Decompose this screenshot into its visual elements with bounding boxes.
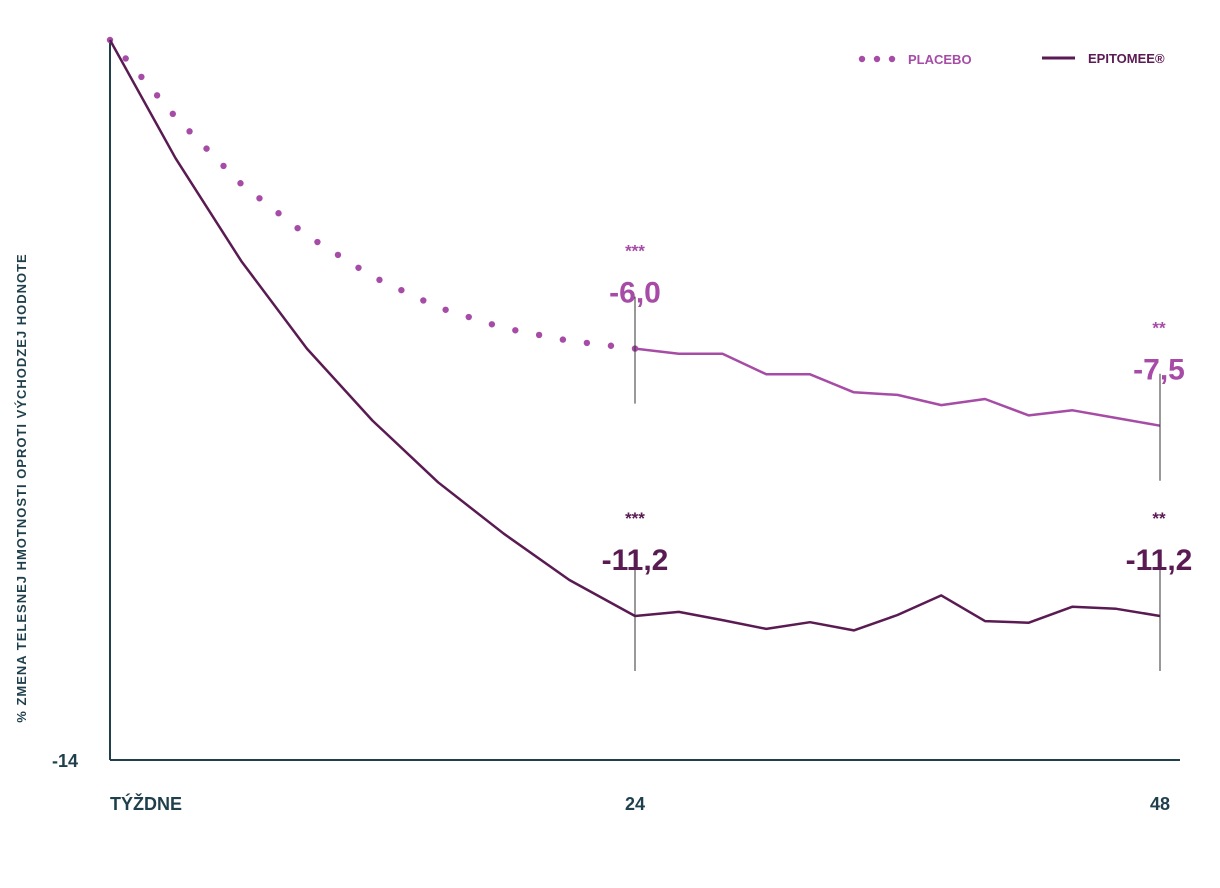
x-axis-title: TÝŽDNE — [110, 793, 182, 814]
significance-label-placebo-48: ** — [1152, 319, 1166, 338]
placebo-dot — [203, 145, 210, 152]
placebo-dot — [420, 297, 427, 304]
significance-label-epitomee-48: ** — [1152, 509, 1166, 528]
placebo-dot — [186, 128, 193, 135]
placebo-series-line — [634, 347, 1161, 427]
plot-area: -6,0 *** -7,5 ** -11,2 *** -11,2 ** — [106, 36, 1193, 671]
placebo-dot — [334, 251, 342, 259]
legend-placebo-dot-3 — [888, 55, 896, 63]
placebo-dot — [138, 73, 145, 81]
x-tick-label-24: 24 — [625, 794, 645, 814]
legend: PLACEBO EPITOMEE® — [858, 51, 1165, 67]
legend-epitomee-label: EPITOMEE® — [1088, 51, 1165, 66]
placebo-dot — [275, 210, 282, 217]
placebo-dot — [122, 55, 129, 62]
placebo-dot — [256, 195, 263, 202]
legend-placebo-dot-1 — [858, 55, 866, 63]
placebo-dot — [376, 276, 383, 284]
placebo-dot — [583, 339, 591, 347]
placebo-dot — [294, 224, 301, 232]
placebo-dot — [535, 331, 543, 339]
value-label-placebo-24: -6,0 — [609, 277, 661, 310]
placebo-dot — [398, 286, 405, 294]
placebo-dot — [512, 327, 519, 334]
placebo-dot — [220, 162, 227, 170]
y-axis-title: % ZMENA TELESNEJ HMOTNOSTI OPROTI VÝCHOD… — [14, 253, 29, 722]
placebo-dot — [465, 313, 472, 321]
placebo-dot — [488, 321, 496, 328]
placebo-dot — [153, 92, 161, 99]
legend-placebo-dot-2 — [873, 55, 881, 63]
legend-placebo-label: PLACEBO — [908, 52, 972, 67]
placebo-dot — [442, 306, 449, 313]
value-label-epitomee-48: -11,2 — [1126, 544, 1193, 577]
placebo-dot — [559, 336, 567, 343]
value-label-placebo-48: -7,5 — [1133, 354, 1185, 387]
x-tick-label-48: 48 — [1150, 794, 1170, 814]
y-tick-label: -14 — [52, 751, 78, 771]
epitomee-series-line — [108, 39, 1161, 632]
placebo-dot — [237, 180, 244, 187]
significance-label-epitomee-24: *** — [625, 509, 645, 528]
placebo-dot — [607, 342, 615, 349]
placebo-dot — [169, 110, 177, 118]
placebo-dot — [355, 264, 362, 271]
significance-label-placebo-24: *** — [625, 242, 645, 261]
value-label-epitomee-24: -11,2 — [602, 544, 669, 577]
placebo-dot — [314, 238, 321, 246]
